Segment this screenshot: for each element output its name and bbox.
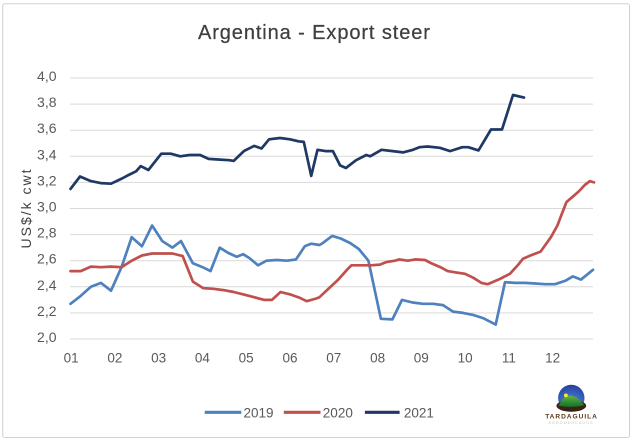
svg-text:2,8: 2,8	[37, 225, 57, 241]
svg-text:2020: 2020	[323, 406, 353, 421]
svg-text:2021: 2021	[404, 406, 434, 421]
svg-text:US$/k cwt: US$/k cwt	[18, 167, 34, 248]
svg-text:3,8: 3,8	[37, 94, 57, 110]
svg-text:11: 11	[502, 351, 516, 366]
svg-text:04: 04	[195, 351, 211, 366]
svg-text:AGROMERCADOS: AGROMERCADOS	[548, 421, 593, 425]
svg-text:2,2: 2,2	[37, 303, 57, 319]
svg-text:08: 08	[370, 351, 385, 366]
svg-text:3,4: 3,4	[37, 146, 57, 162]
svg-text:2019: 2019	[244, 406, 274, 421]
svg-text:10: 10	[458, 351, 473, 366]
svg-text:2,6: 2,6	[37, 251, 57, 267]
svg-text:07: 07	[326, 351, 341, 366]
svg-text:09: 09	[414, 351, 429, 366]
svg-text:06: 06	[282, 351, 297, 366]
svg-text:03: 03	[151, 351, 166, 366]
svg-text:01: 01	[64, 351, 79, 366]
svg-text:2,0: 2,0	[37, 329, 57, 345]
svg-text:TARDAGUILA: TARDAGUILA	[545, 414, 598, 421]
svg-text:2,4: 2,4	[37, 277, 57, 293]
svg-text:Argentina - Export steer: Argentina - Export steer	[198, 22, 431, 44]
svg-text:3,0: 3,0	[37, 199, 57, 215]
svg-text:4,0: 4,0	[37, 68, 57, 84]
svg-text:3,2: 3,2	[37, 172, 57, 188]
svg-text:3,6: 3,6	[37, 120, 57, 136]
svg-text:12: 12	[545, 351, 560, 366]
svg-text:02: 02	[107, 351, 122, 366]
svg-text:05: 05	[239, 351, 254, 366]
